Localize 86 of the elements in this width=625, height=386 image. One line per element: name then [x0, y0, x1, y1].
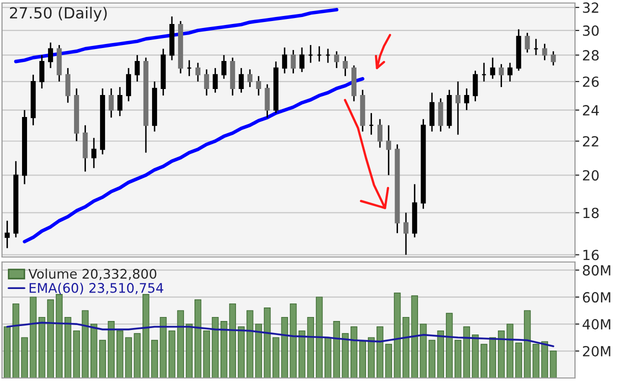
- candlestick: [195, 62, 200, 82]
- candlestick: [550, 50, 556, 66]
- bar: [472, 334, 479, 378]
- candlestick: [334, 50, 340, 69]
- y-tick-label: 32: [583, 2, 598, 13]
- bar: [186, 324, 193, 378]
- candlestick: [507, 62, 512, 82]
- y-tick-label: 20: [582, 170, 599, 181]
- bar: [463, 326, 470, 378]
- y-tick-label: 24: [582, 105, 599, 116]
- candlestick: [472, 70, 478, 102]
- candlestick: [342, 56, 348, 77]
- bar: [480, 344, 488, 378]
- candlestick: [377, 118, 382, 148]
- y-tick-label: 18: [583, 208, 599, 218]
- candlestick: [256, 75, 262, 96]
- candlestick: [542, 43, 548, 61]
- candlestick: [290, 49, 296, 74]
- candlestick: [4, 220, 10, 249]
- candlestick: [126, 67, 132, 102]
- chart-title: 27.50 (Daily): [10, 6, 107, 22]
- bar: [489, 337, 496, 378]
- candlestick: [386, 124, 392, 176]
- bar: [515, 342, 522, 378]
- candlestick: [524, 32, 530, 54]
- candlestick: [247, 68, 252, 88]
- candlestick: [65, 67, 70, 104]
- candlestick: [221, 54, 226, 80]
- bar: [342, 333, 349, 378]
- bar: [56, 294, 63, 378]
- bar: [437, 330, 444, 378]
- candlestick: [464, 88, 470, 111]
- y-tick-label: 22: [582, 136, 598, 146]
- bar: [428, 340, 436, 378]
- bar: [498, 330, 505, 378]
- bar: [238, 326, 245, 378]
- legend-label: Volume 20,332,800: [28, 268, 156, 280]
- line-series: [22, 77, 364, 244]
- bar: [446, 312, 453, 378]
- candlestick: [299, 46, 304, 73]
- candlestick: [91, 137, 96, 169]
- y-tick-label: 80M: [582, 265, 610, 276]
- bar: [316, 296, 323, 378]
- candlestick: [117, 86, 122, 117]
- line-series: [6, 322, 554, 348]
- candlestick: [403, 212, 408, 256]
- bar: [264, 308, 271, 378]
- bar: [394, 292, 401, 378]
- candlestick: [429, 92, 434, 132]
- bar: [4, 326, 11, 378]
- legend-label: EMA(60) 23,510,754: [30, 282, 164, 294]
- y-tick-label: 28: [582, 50, 599, 61]
- y-tick-label: 20M: [582, 346, 610, 356]
- bar: [524, 310, 531, 378]
- candlestick: [455, 80, 460, 136]
- candlestick: [108, 88, 114, 118]
- bar: [420, 324, 427, 378]
- y-tick-label: 16: [583, 250, 599, 260]
- candlestick: [39, 54, 44, 90]
- candlestick: [212, 67, 218, 94]
- bar: [160, 316, 167, 378]
- y-tick-label: 40M: [582, 319, 610, 330]
- candlestick: [282, 46, 288, 74]
- bar: [134, 333, 141, 378]
- y-tick-label: 60M: [582, 292, 610, 303]
- bar: [290, 303, 297, 378]
- candlestick: [490, 56, 496, 80]
- bar: [506, 324, 514, 378]
- candlestick: [498, 63, 504, 88]
- candlestick: [238, 67, 244, 94]
- candlestick: [264, 84, 270, 118]
- bar: [532, 344, 540, 378]
- candlestick: [204, 68, 210, 96]
- candlestick: [134, 54, 140, 82]
- bar: [550, 350, 557, 378]
- bar: [82, 310, 89, 378]
- bar: [541, 341, 548, 378]
- candlestick: [48, 42, 54, 69]
- y-tick-label: 26: [582, 76, 599, 87]
- bar: [30, 296, 37, 378]
- bar: [212, 316, 219, 378]
- y-tick-label: 30: [583, 25, 599, 36]
- bar: [108, 321, 115, 378]
- bar: [454, 340, 462, 378]
- bar: [368, 337, 375, 378]
- candlestick: [438, 98, 444, 132]
